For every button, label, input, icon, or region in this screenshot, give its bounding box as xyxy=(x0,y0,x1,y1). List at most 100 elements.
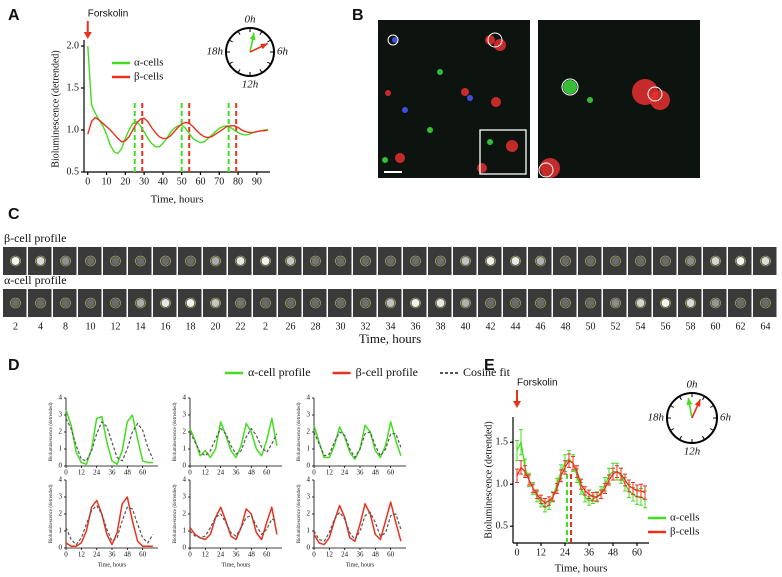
cell-glow xyxy=(261,257,270,265)
x-tick-label: 0 xyxy=(312,551,316,559)
roi xyxy=(110,255,121,267)
cell-glow xyxy=(661,299,670,307)
y-tick-label: 0 xyxy=(183,544,187,552)
y-tick-label: 4 xyxy=(183,476,187,484)
clock-tick xyxy=(702,396,705,401)
cell-glow xyxy=(536,257,545,265)
time-label: 22 xyxy=(236,321,246,332)
x-tick-label: 60 xyxy=(195,176,205,187)
clock-tick xyxy=(702,435,705,440)
series-line xyxy=(65,496,153,548)
roi xyxy=(210,255,221,267)
y-tick-label: 4 xyxy=(183,394,187,402)
time-label: 32 xyxy=(361,321,371,332)
time-label: 16 xyxy=(161,321,171,332)
cell-glow xyxy=(211,257,220,265)
x-tick-label: 48 xyxy=(124,551,132,559)
clock-label: 0h xyxy=(687,379,699,391)
cell-glow xyxy=(261,299,270,307)
series-line xyxy=(516,460,646,504)
time-label: 60 xyxy=(711,321,721,332)
y-tick-label: 2 xyxy=(59,510,63,518)
clock-tick xyxy=(259,30,263,35)
panel-label: C xyxy=(8,206,20,223)
time-label: 26 xyxy=(286,321,296,332)
x-tick-label: 12 xyxy=(326,469,334,477)
x-tick-label: 48 xyxy=(608,547,618,558)
legend-label: α-cells xyxy=(670,512,700,524)
time-label: 2 xyxy=(13,321,18,332)
x-tick-label: 24 xyxy=(341,551,349,559)
y-tick-label: 4 xyxy=(59,476,63,484)
x-tick-label: 48 xyxy=(248,551,256,559)
roi xyxy=(310,297,321,309)
roi xyxy=(85,255,96,267)
x-tick-label: 90 xyxy=(252,176,262,187)
time-label: 62 xyxy=(736,321,746,332)
cell-outline xyxy=(487,32,503,48)
clock-arrow-head xyxy=(260,43,268,50)
time-label: 14 xyxy=(136,321,146,332)
channel-label: Venus xyxy=(380,23,408,34)
frame xyxy=(78,247,102,275)
roi xyxy=(735,297,746,309)
clock-tick xyxy=(259,69,263,74)
time-label: 40 xyxy=(461,321,471,332)
cell xyxy=(587,97,593,103)
x-tick-label: 0 xyxy=(64,469,68,477)
y-tick-label: 0 xyxy=(59,462,63,470)
cell-glow xyxy=(86,257,95,265)
y-tick-label: 2 xyxy=(59,428,63,436)
cell-glow xyxy=(136,257,145,265)
roi xyxy=(210,297,221,309)
roi xyxy=(360,297,371,309)
time-label: 2 xyxy=(263,321,268,332)
roi xyxy=(560,297,571,309)
roi xyxy=(410,255,421,267)
x-tick-label: 12 xyxy=(326,551,334,559)
roi xyxy=(260,297,271,309)
x-tick-label: 60 xyxy=(263,469,271,477)
cell-glow xyxy=(611,257,620,265)
time-label: 28 xyxy=(311,321,321,332)
cell-glow xyxy=(711,257,720,265)
time-label: 58 xyxy=(686,321,696,332)
roi xyxy=(735,255,746,267)
x-tick-label: 60 xyxy=(632,547,642,558)
roi xyxy=(385,255,396,267)
y-tick-label: 0.5 xyxy=(496,520,509,531)
y-axis-label: Bioluminescence (detrended) xyxy=(49,484,54,543)
clock-arrow-head xyxy=(686,397,693,406)
y-tick-label: 3 xyxy=(307,411,311,419)
roi xyxy=(435,255,446,267)
legend-label: α-cells xyxy=(134,57,164,69)
x-tick-label: 24 xyxy=(217,469,225,477)
series-line xyxy=(189,428,278,457)
roi xyxy=(435,297,446,309)
legend-label: β-cell profile xyxy=(356,365,418,379)
roi xyxy=(135,297,146,309)
cell xyxy=(427,127,433,133)
clock-tick xyxy=(670,405,675,408)
clock-arrow-head xyxy=(694,399,701,407)
frame xyxy=(528,289,552,317)
roi xyxy=(285,297,296,309)
y-tick-label: 4 xyxy=(307,476,311,484)
clock-label: 6h xyxy=(720,412,732,424)
roi xyxy=(335,297,346,309)
x-axis-label: Time, hours xyxy=(151,194,204,206)
frame xyxy=(128,247,152,275)
frame xyxy=(78,289,102,317)
row-label: β-cell profile xyxy=(4,231,66,245)
cell-glow xyxy=(336,257,345,265)
roi xyxy=(485,297,496,309)
frame xyxy=(578,289,602,317)
y-tick-label: 1.5 xyxy=(67,82,80,93)
x-tick-label: 70 xyxy=(214,176,224,187)
x-tick-label: 36 xyxy=(584,547,594,558)
cell-glow xyxy=(686,299,695,307)
annotation-arrowhead xyxy=(83,32,92,39)
x-tick-label: 12 xyxy=(202,469,210,477)
time-label: 12 xyxy=(111,321,121,332)
x-tick-label: 24 xyxy=(93,469,101,477)
